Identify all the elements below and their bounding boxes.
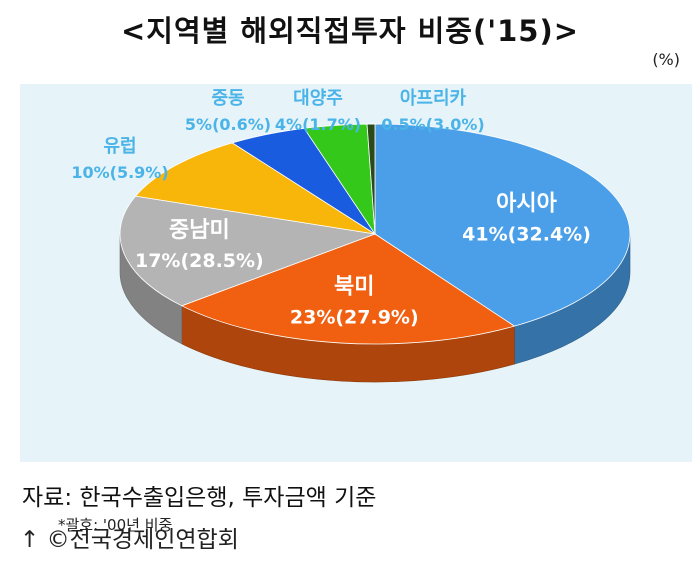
pie-top <box>119 123 631 345</box>
chart-panel: 아시아 41%(32.4%) 북미 23%(27.9%) 중남미 17%(28.5%) 유럽… <box>20 84 692 534</box>
slice-name-oceania: 대양주 <box>293 88 343 109</box>
slice-value-africa: 0.5%(3.0%) <box>381 115 484 134</box>
slice-north-america <box>180 233 516 345</box>
unit-label: (%) <box>652 50 680 69</box>
slice-latin-america <box>119 195 377 307</box>
chart-title: <지역별 해외직접투자 비중('15)> <box>120 14 579 48</box>
slice-name-africa: 아프리카 <box>400 88 467 109</box>
slice-value-asia: 41%(32.4%) <box>462 224 591 246</box>
slice-europe <box>134 142 376 235</box>
slice-value-europe: 10%(5.9%) <box>71 163 168 182</box>
pie-depth <box>119 233 631 383</box>
source-note: 자료: 한국수출입은행, 투자금액 기준 <box>22 485 377 511</box>
slice-name-latin-america: 중남미 <box>169 218 230 243</box>
slice-value-oceania: 4%(1.7%) <box>275 115 361 134</box>
pie-chart: 아시아 41%(32.4%) 북미 23%(27.9%) 중남미 17%(28.5%) 유럽… <box>71 88 631 383</box>
pie-labels: 아시아 41%(32.4%) 북미 23%(27.9%) 중남미 17%(28.5%) 유럽… <box>71 88 591 328</box>
credit-note: ↑ ©전국경제인연합회 <box>20 527 239 553</box>
footnote: *괄호: '00년 비중 <box>58 516 173 534</box>
slice-value-latin-america: 17%(28.5%) <box>135 250 264 272</box>
slice-africa <box>366 123 376 235</box>
slice-name-asia: 아시아 <box>496 192 557 217</box>
slice-name-north-america: 북미 <box>334 274 374 299</box>
slice-asia <box>374 123 631 327</box>
slice-value-middle-east: 5%(0.6%) <box>185 115 271 134</box>
slice-name-europe: 유럽 <box>103 136 136 157</box>
slice-value-north-america: 23%(27.9%) <box>290 306 419 328</box>
slice-name-middle-east: 중동 <box>211 88 244 109</box>
